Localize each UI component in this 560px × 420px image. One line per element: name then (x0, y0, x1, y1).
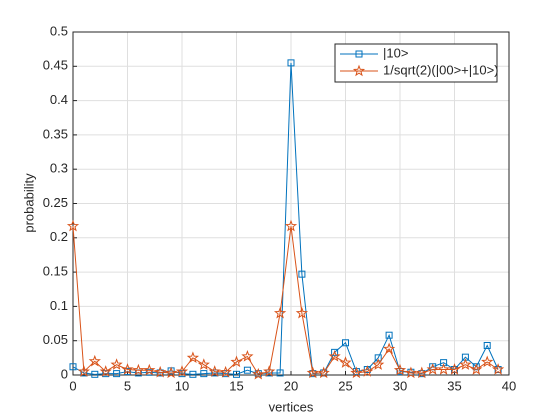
marker (418, 370, 426, 378)
marker (470, 363, 483, 375)
y-tick-label: 0.45 (43, 58, 68, 73)
marker (66, 219, 80, 232)
legend-marker (352, 64, 366, 77)
y-tick-label: 0.35 (43, 126, 68, 141)
marker (132, 363, 145, 376)
marker (197, 358, 210, 370)
marker (287, 59, 295, 67)
marker (69, 363, 77, 371)
marker (252, 367, 265, 380)
marker (200, 370, 208, 378)
marker (331, 348, 339, 356)
marker (350, 366, 363, 379)
marker (263, 365, 276, 377)
x-tick-label: 40 (502, 378, 516, 393)
marker (459, 358, 472, 370)
marker (415, 366, 428, 379)
marker (222, 370, 230, 378)
marker (175, 365, 189, 377)
marker (372, 358, 385, 370)
marker (491, 363, 505, 375)
x-tick-label: 0 (69, 378, 76, 393)
marker (306, 366, 319, 379)
y-axis-label: probability (21, 173, 36, 233)
legend-label: 1/sqrt(2)(|00>+|10>) (383, 62, 499, 77)
axes-box (72, 31, 510, 376)
x-tick-label: 5 (124, 378, 131, 393)
marker (121, 363, 134, 375)
marker (110, 358, 123, 370)
x-tick-label: 10 (175, 378, 189, 393)
marker (483, 342, 491, 350)
marker (233, 370, 240, 378)
marker (154, 365, 167, 378)
marker (208, 365, 221, 377)
legend-label: |10> (383, 45, 408, 60)
x-tick-label: 35 (447, 378, 461, 393)
marker (317, 366, 330, 379)
y-tick-label: 0.2 (50, 229, 68, 244)
marker (241, 350, 254, 362)
marker (298, 270, 306, 278)
marker (113, 370, 121, 378)
marker (88, 354, 101, 367)
marker (385, 331, 393, 339)
marker (143, 363, 156, 376)
marker (276, 369, 284, 377)
marker (382, 342, 396, 355)
marker (295, 306, 309, 319)
y-tick-label: 0.05 (43, 332, 68, 347)
x-tick-label: 15 (229, 378, 243, 393)
marker (342, 339, 349, 347)
marker (243, 366, 251, 374)
y-tick-label: 0.5 (50, 23, 68, 38)
y-tick-label: 0.15 (43, 264, 68, 279)
x-tick-label: 30 (393, 378, 407, 393)
series-line (72, 62, 499, 375)
marker (164, 366, 178, 379)
x-axis-label: vertices (269, 399, 314, 414)
y-tick-label: 0.4 (50, 92, 68, 107)
marker (178, 370, 186, 378)
marker (426, 363, 439, 375)
marker (339, 356, 352, 368)
marker (230, 355, 243, 368)
marker (91, 370, 99, 378)
x-tick-label: 20 (284, 378, 298, 393)
marker (481, 355, 494, 368)
marker (219, 365, 232, 378)
y-tick-label: 0.25 (43, 195, 68, 210)
x-tick-label: 25 (338, 378, 352, 393)
marker (404, 366, 418, 379)
marker (124, 368, 131, 376)
marker (437, 363, 450, 375)
marker (186, 351, 200, 364)
y-tick-label: 0.1 (50, 298, 68, 313)
marker (273, 306, 287, 319)
marker (77, 365, 91, 377)
y-tick-label: 0 (61, 366, 68, 381)
marker (211, 369, 219, 377)
marker (99, 365, 112, 377)
marker (396, 368, 404, 376)
marker (361, 365, 374, 377)
marker (393, 363, 407, 376)
marker (448, 363, 461, 375)
marker (189, 370, 197, 378)
marker (328, 350, 341, 362)
marker (102, 370, 110, 378)
marker (284, 219, 298, 232)
marker (145, 368, 153, 376)
legend-marker (355, 50, 363, 58)
y-tick-label: 0.3 (50, 161, 68, 176)
